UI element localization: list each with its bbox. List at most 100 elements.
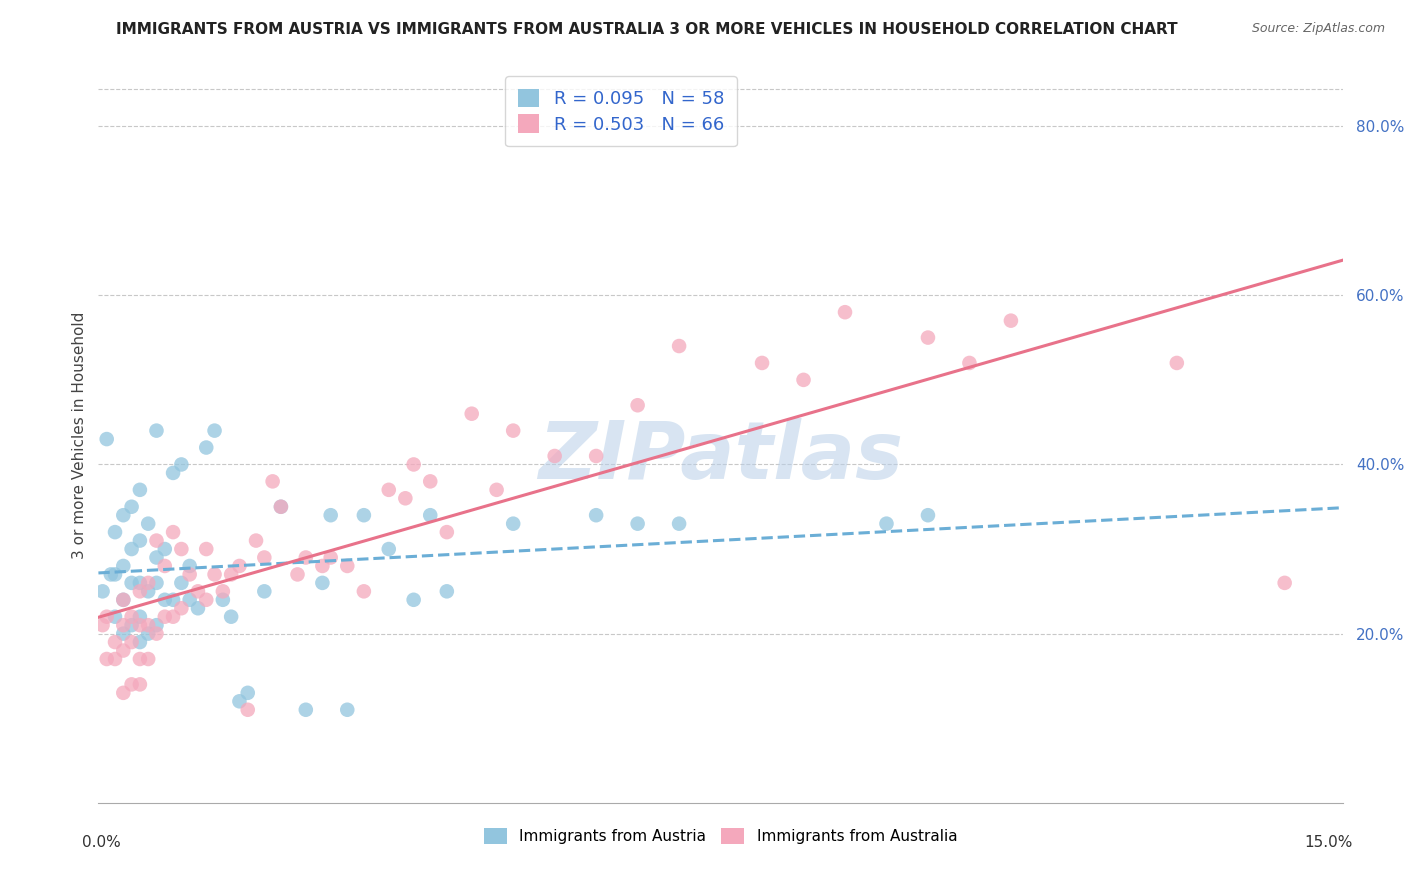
Point [104,609,127,624]
Point [1000,313,1022,327]
Point [136,618,159,632]
Point [170,458,193,472]
Point [204,424,226,438]
Point [153,592,176,607]
Point [875,516,897,531]
Point [145,550,167,565]
Point [353,508,375,523]
Point [543,449,565,463]
Point [129,483,152,497]
Point [627,516,650,531]
Point [96,652,118,666]
Point [195,542,218,557]
Point [153,609,176,624]
Point [145,424,167,438]
Point [419,508,441,523]
Point [112,508,135,523]
Point [436,584,458,599]
Point [319,550,342,565]
Point [204,567,226,582]
Point [112,626,135,640]
Point [228,558,250,573]
Point [129,618,152,632]
Point [195,441,218,455]
Point [211,592,233,607]
Point [236,703,259,717]
Point [112,592,135,607]
Point [112,558,135,573]
Point [917,508,939,523]
Point [668,516,690,531]
Point [253,550,276,565]
Point [187,584,209,599]
Point [270,500,292,514]
Legend: R = 0.095   N = 58, R = 0.503   N = 66: R = 0.095 N = 58, R = 0.503 N = 66 [505,76,737,146]
Point [336,703,359,717]
Point [136,575,159,590]
Point [112,592,135,607]
Point [145,533,167,548]
Point [353,584,375,599]
Point [377,542,401,557]
Point [162,609,184,624]
Point [145,575,167,590]
Point [585,449,607,463]
Point [295,550,318,565]
Point [287,567,309,582]
Point [219,609,242,624]
Point [179,592,201,607]
Point [162,525,184,540]
Point [121,609,143,624]
Text: IMMIGRANTS FROM AUSTRIA VS IMMIGRANTS FROM AUSTRALIA 3 OR MORE VEHICLES IN HOUSE: IMMIGRANTS FROM AUSTRIA VS IMMIGRANTS FR… [115,22,1178,37]
Point [91,618,114,632]
Text: Source: ZipAtlas.com: Source: ZipAtlas.com [1251,22,1385,36]
Point [419,475,441,489]
Point [129,609,152,624]
Point [219,567,242,582]
Point [145,626,167,640]
Point [112,686,135,700]
Point [129,635,152,649]
Point [170,601,193,615]
Point [162,592,184,607]
Point [145,618,167,632]
Point [96,432,118,446]
Point [170,542,193,557]
Point [270,500,292,514]
Text: ZIPatlas: ZIPatlas [538,418,903,496]
Point [394,491,416,506]
Point [104,635,127,649]
Point [460,407,484,421]
Point [402,592,425,607]
Point [959,356,981,370]
Point [236,686,259,700]
Point [834,305,856,319]
Point [262,475,284,489]
Point [162,466,184,480]
Y-axis label: 3 or more Vehicles in Household: 3 or more Vehicles in Household [72,311,87,558]
Point [585,508,607,523]
Point [751,356,773,370]
Point [170,575,193,590]
Point [179,558,201,573]
Point [179,567,201,582]
Point [112,618,135,632]
Point [129,533,152,548]
Point [502,516,524,531]
Point [627,398,650,412]
Point [121,618,143,632]
Point [91,584,114,599]
Point [336,558,359,573]
Point [136,626,159,640]
Point [402,458,425,472]
Point [311,558,333,573]
Point [104,525,127,540]
Point [253,584,276,599]
Point [129,677,152,691]
Point [295,703,318,717]
Point [502,424,524,438]
Point [104,652,127,666]
Point [187,601,209,615]
Point [153,542,176,557]
Point [195,592,218,607]
